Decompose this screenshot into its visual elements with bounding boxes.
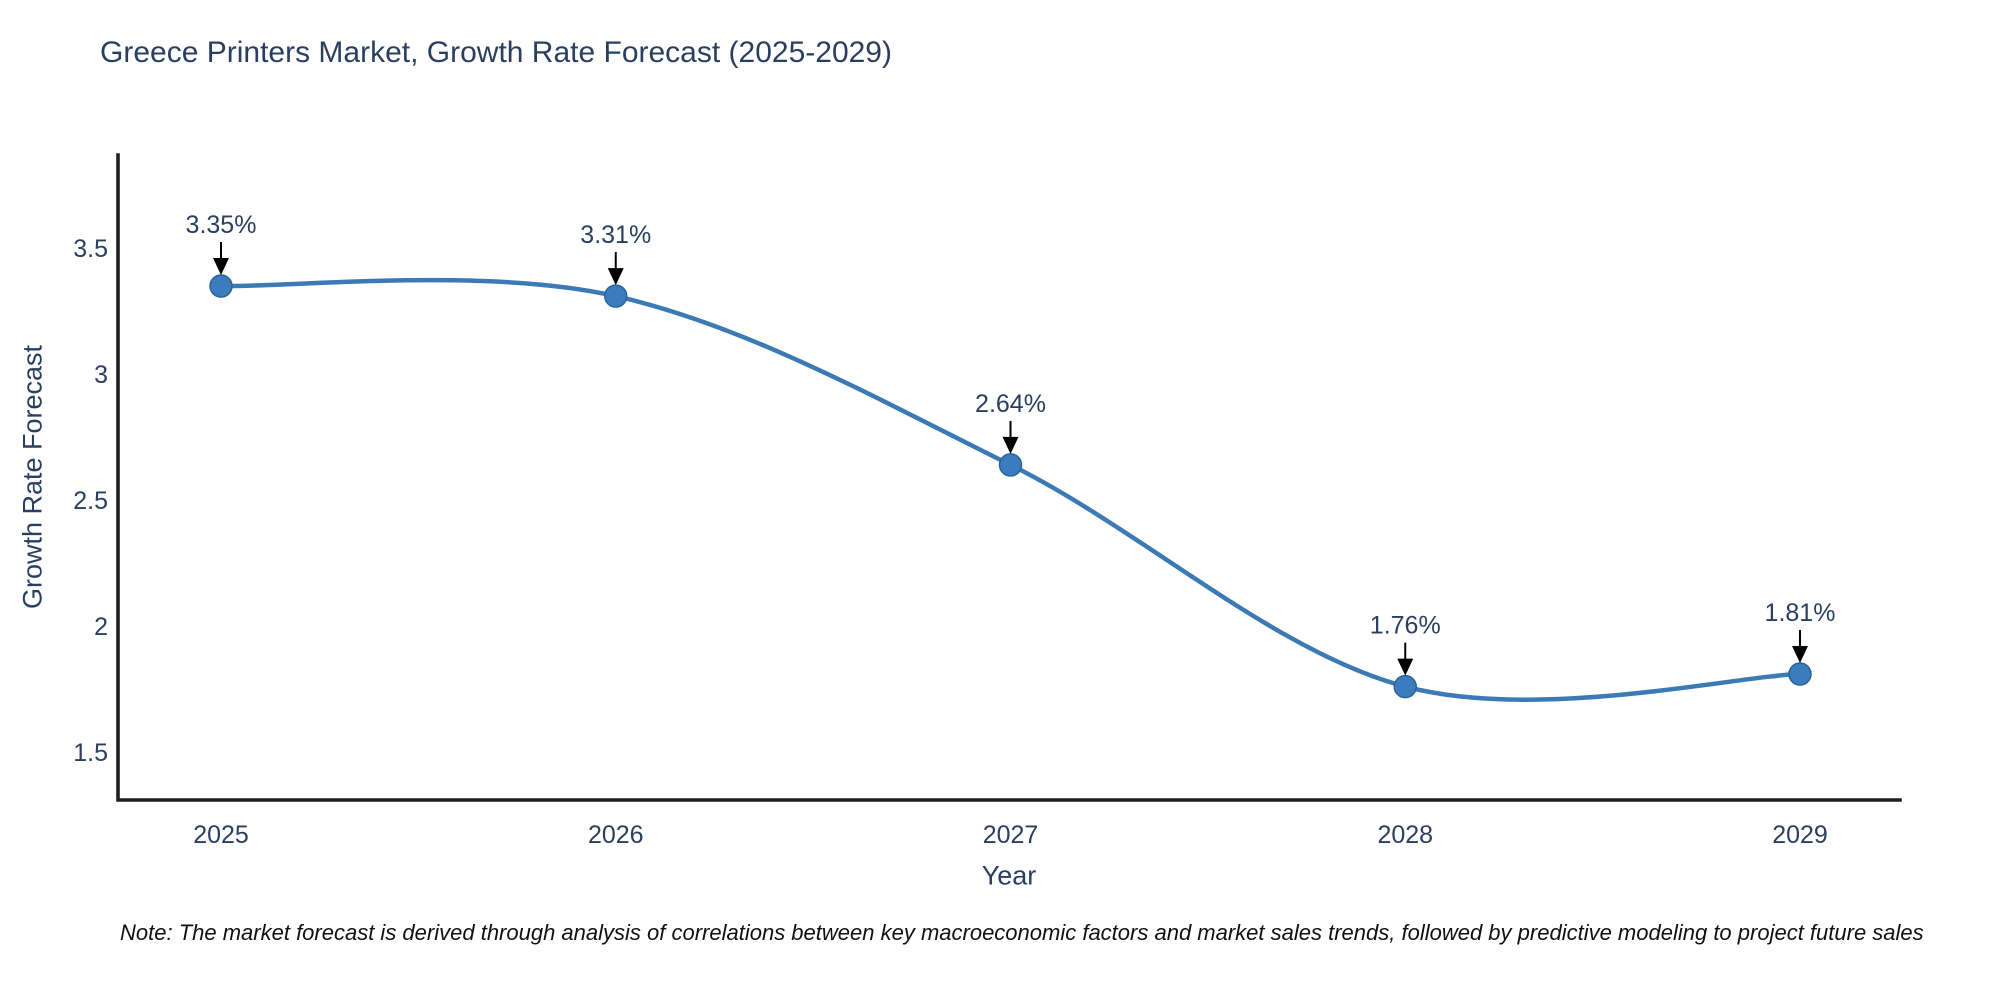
annotation-arrow-icon [607, 268, 624, 286]
x-tick-label: 2029 [1772, 821, 1828, 849]
data-point-2026[interactable] [604, 284, 628, 308]
data-point-label: 2.64% [975, 390, 1046, 418]
y-tick-label: 3.5 [73, 235, 108, 263]
annotation-arrow-icon [1397, 658, 1414, 676]
x-tick-label: 2028 [1377, 821, 1433, 849]
y-tick-label: 2 [94, 613, 108, 641]
y-tick-label: 1.5 [73, 739, 108, 767]
data-point-label: 3.35% [186, 211, 257, 239]
data-point-2028[interactable] [1393, 674, 1417, 699]
chart-title: Greece Printers Market, Growth Rate Fore… [100, 36, 892, 69]
annotation-arrow-icon [1002, 436, 1019, 454]
x-tick-label: 2027 [983, 821, 1039, 849]
data-point-label: 1.81% [1765, 599, 1836, 627]
data-point-label: 1.76% [1370, 612, 1441, 640]
footnote: Note: The market forecast is derived thr… [120, 920, 1924, 945]
y-tick-label: 2.5 [73, 487, 108, 515]
data-point-label: 3.31% [580, 221, 651, 249]
y-tick-label: 3 [94, 361, 108, 389]
annotation-arrow-icon [1792, 646, 1808, 664]
annotation-arrow-icon [213, 258, 229, 276]
forecast-line [218, 277, 1803, 702]
axis-lines [116, 153, 1902, 802]
x-tick-label: 2026 [588, 821, 644, 849]
data-point-2025[interactable] [209, 274, 233, 298]
x-tick-label: 2025 [193, 821, 249, 849]
x-axis-title: Year [981, 860, 1037, 891]
data-point-2027[interactable] [998, 453, 1023, 477]
data-point-2029[interactable] [1788, 662, 1812, 686]
